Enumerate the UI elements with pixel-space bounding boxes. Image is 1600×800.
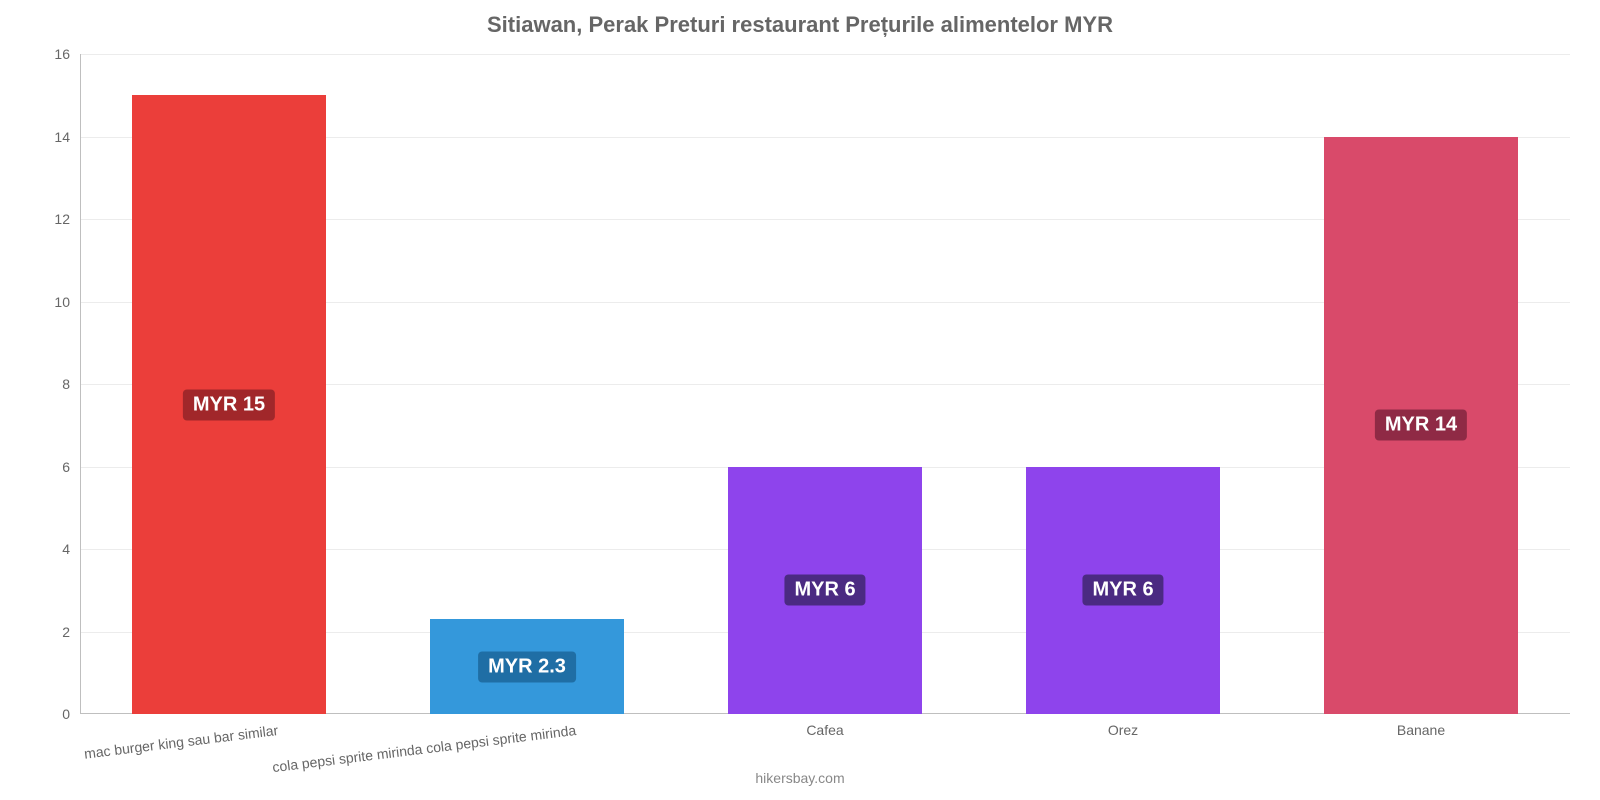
x-category-label: mac burger king sau bar similar: [84, 722, 280, 762]
chart-container: Sitiawan, Perak Preturi restaurant Prețu…: [0, 0, 1600, 800]
chart-title: Sitiawan, Perak Preturi restaurant Prețu…: [0, 0, 1600, 38]
gridline: [80, 54, 1570, 55]
bar-value-label: MYR 6: [784, 575, 865, 606]
y-tick-label: 6: [62, 459, 80, 475]
y-tick-label: 2: [62, 624, 80, 640]
y-tick-label: 4: [62, 541, 80, 557]
attribution: hikersbay.com: [755, 770, 844, 786]
y-tick-label: 10: [54, 294, 80, 310]
bar-value-label: MYR 2.3: [478, 651, 576, 682]
bar-value-label: MYR 14: [1375, 410, 1467, 441]
bar-value-label: MYR 6: [1082, 575, 1163, 606]
bar-value-label: MYR 15: [183, 389, 275, 420]
x-category-label: Cafea: [806, 722, 843, 738]
x-category-label: Orez: [1108, 722, 1138, 738]
plot-area: 0246810121416MYR 15mac burger king sau b…: [80, 54, 1570, 714]
x-category-label: cola pepsi sprite mirinda cola pepsi spr…: [272, 722, 577, 775]
y-tick-label: 14: [54, 129, 80, 145]
y-tick-label: 8: [62, 376, 80, 392]
x-category-label: Banane: [1397, 722, 1445, 738]
y-tick-label: 0: [62, 706, 80, 722]
y-tick-label: 12: [54, 211, 80, 227]
y-tick-label: 16: [54, 46, 80, 62]
y-axis-line: [80, 54, 81, 714]
